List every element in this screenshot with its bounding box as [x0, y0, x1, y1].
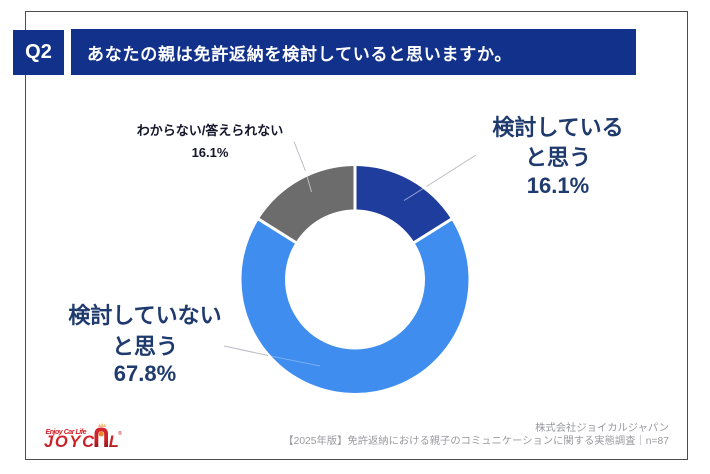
svg-text:L: L: [109, 433, 119, 449]
svg-text:JOYC: JOYC: [44, 433, 95, 449]
svg-text:Enjoy Car Life: Enjoy Car Life: [46, 429, 87, 436]
svg-text:®: ®: [118, 430, 122, 437]
